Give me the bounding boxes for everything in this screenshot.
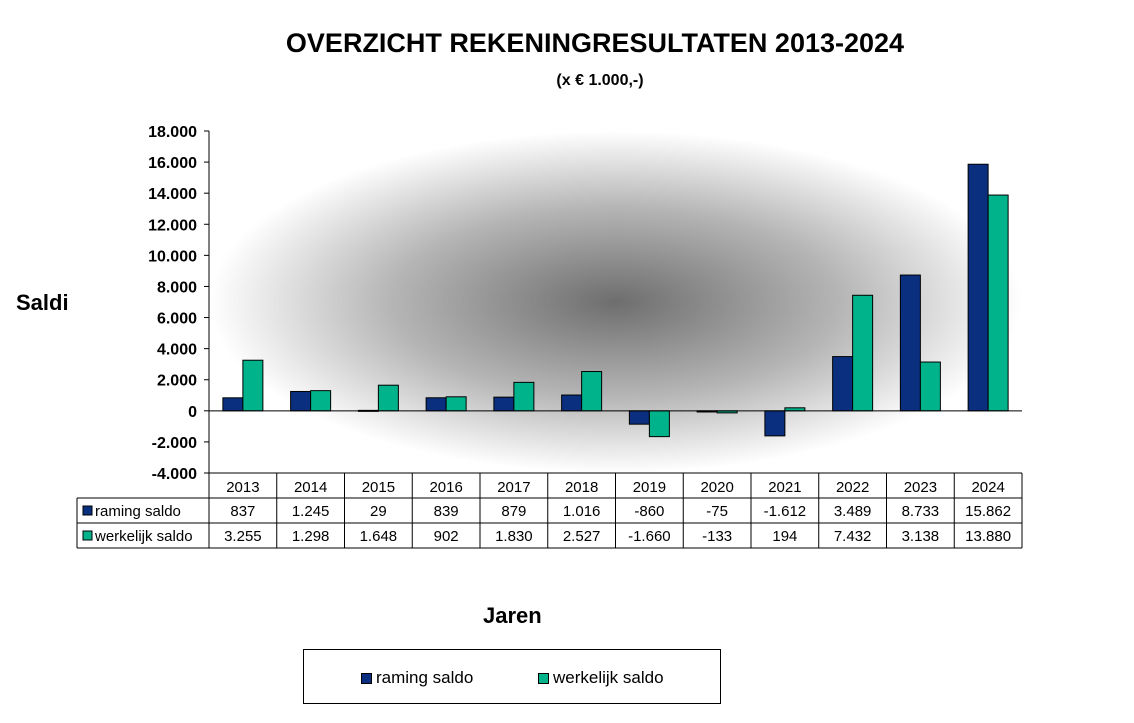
y-tick-label: -4.000 <box>152 466 197 483</box>
table-cell-value: 2.527 <box>563 528 601 545</box>
y-tick-label: 6.000 <box>157 311 197 328</box>
bar-werkelijk-2018 <box>581 371 603 412</box>
bar-werkelijk-2015 <box>377 384 399 412</box>
table-cell-value: 13.880 <box>965 528 1011 545</box>
table-cell-value: -133 <box>702 528 732 545</box>
table-cell-value: 1.016 <box>563 503 601 520</box>
x-tick-label: 2019 <box>633 479 666 496</box>
table-cell-value: 3.138 <box>902 528 940 545</box>
y-tick-label: 12.000 <box>148 217 197 234</box>
x-axis-label: Jaren <box>483 603 542 628</box>
plot-background <box>209 131 1022 473</box>
bar-werkelijk-2013 <box>242 359 264 412</box>
table-cell-value: 3.489 <box>834 503 872 520</box>
y-tick-label: 18.000 <box>148 124 197 141</box>
x-tick-label: 2016 <box>429 479 462 496</box>
bar-raming-2014 <box>290 390 312 412</box>
table-legend-swatch <box>82 505 93 516</box>
table-cell-value: 3.255 <box>224 528 262 545</box>
x-tick-label: 2024 <box>971 479 1004 496</box>
legend-swatch-raming <box>361 672 372 684</box>
table-cell-value: -1.660 <box>628 528 671 545</box>
x-tick-label: 2013 <box>226 479 259 496</box>
bar-raming-2013 <box>222 397 244 412</box>
table-cell-value: 1.648 <box>360 528 398 545</box>
y-tick-label: 0 <box>188 404 197 421</box>
legend: raming saldo werkelijk saldo <box>303 649 721 704</box>
x-tick-label: 2020 <box>700 479 733 496</box>
table-cell-value: 7.432 <box>834 528 872 545</box>
bar-werkelijk-2017 <box>513 381 535 412</box>
y-tick-label: 8.000 <box>157 279 197 296</box>
bar-werkelijk-2019 <box>648 410 670 438</box>
y-tick-label: -2.000 <box>152 435 197 452</box>
y-tick-label: 14.000 <box>148 186 197 203</box>
bar-raming-2017 <box>493 396 515 412</box>
bar-werkelijk-2024 <box>987 194 1009 412</box>
table-cell-value: 1.298 <box>292 528 330 545</box>
chart-title: OVERZICHT REKENINGRESULTATEN 2013-2024 <box>285 28 905 58</box>
table-cell-value: 879 <box>501 503 526 520</box>
y-tick-label: 10.000 <box>148 248 197 265</box>
x-tick-label: 2018 <box>565 479 598 496</box>
x-tick-label: 2023 <box>904 479 937 496</box>
legend-item-werkelijk: werkelijk saldo <box>538 668 664 688</box>
bar-raming-2016 <box>425 397 447 412</box>
x-tick-label: 2017 <box>497 479 530 496</box>
table-cell-value: 8.733 <box>902 503 940 520</box>
table-cell-value: -75 <box>706 503 728 520</box>
bar-raming-2021 <box>764 410 786 437</box>
table-cell-value: -1.612 <box>764 503 807 520</box>
bar-raming-2024 <box>967 163 989 412</box>
x-tick-label: 2014 <box>294 479 327 496</box>
table-legend-swatch <box>82 530 93 541</box>
bar-werkelijk-2022 <box>852 294 874 412</box>
bar-raming-2018 <box>561 394 583 412</box>
bar-werkelijk-2016 <box>445 396 467 412</box>
table-cell-value: 837 <box>230 503 255 520</box>
table-cell-value: 194 <box>772 528 797 545</box>
y-tick-label: 16.000 <box>148 155 197 172</box>
bar-raming-2022 <box>832 356 854 412</box>
table-cell-value: 839 <box>434 503 459 520</box>
table-cell-value: 902 <box>434 528 459 545</box>
x-tick-label: 2021 <box>768 479 801 496</box>
table-cell-value: 1.245 <box>292 503 330 520</box>
bar-raming-2019 <box>628 410 650 425</box>
bar-werkelijk-2023 <box>919 361 941 412</box>
table-cell-value: 15.862 <box>965 503 1011 520</box>
legend-label-raming: raming saldo <box>376 668 474 687</box>
y-tick-label: 4.000 <box>157 342 197 359</box>
bar-raming-2023 <box>899 274 921 412</box>
table-series-name: werkelijk saldo <box>94 528 193 545</box>
table-cell-value: 29 <box>370 503 387 520</box>
chart-subtitle: (x € 1.000,-) <box>556 72 644 89</box>
x-tick-label: 2022 <box>836 479 869 496</box>
table-series-name: raming saldo <box>95 503 181 520</box>
legend-label-werkelijk: werkelijk saldo <box>553 668 664 687</box>
bar-werkelijk-2014 <box>310 390 332 412</box>
x-tick-label: 2015 <box>362 479 395 496</box>
y-axis-label: Saldi <box>16 290 69 315</box>
table-cell-value: 1.830 <box>495 528 533 545</box>
y-tick-label: 2.000 <box>157 373 197 390</box>
legend-item-raming: raming saldo <box>361 668 473 688</box>
table-cell-value: -860 <box>634 503 664 520</box>
legend-swatch-werkelijk <box>538 672 549 684</box>
